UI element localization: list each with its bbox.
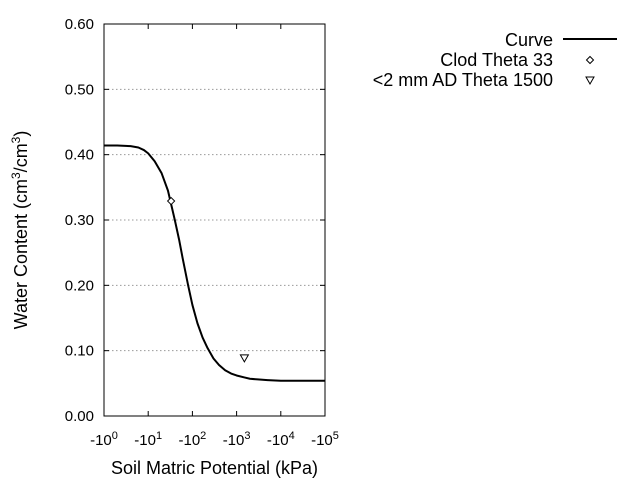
y-axis: 0.00 0.10 0.20 0.30 0.40 0.50 0.60 <box>65 16 325 425</box>
y-tick-label-5: 0.50 <box>65 81 94 98</box>
legend-marker-triangle-down <box>585 76 595 86</box>
y-axis-title: Water Content (cm3/cm3) <box>9 131 31 330</box>
legend-label-2: <2 mm AD Theta 1500 <box>373 70 553 90</box>
x-tick-label-3: -103 <box>223 430 251 449</box>
y-tick-label-3: 0.30 <box>65 212 94 229</box>
x-axis-title: Soil Matric Potential (kPa) <box>111 458 318 478</box>
y-tick-label-2: 0.20 <box>65 277 94 294</box>
x-tick-label-4: -104 <box>267 430 295 449</box>
y-axis-title-mid: /cm <box>11 143 31 172</box>
x-tick-label-1: -101 <box>134 430 162 449</box>
x-axis: -100 -101 -102 -103 -104 -105 <box>90 24 339 449</box>
y-axis-title-sup2: 3 <box>9 136 23 143</box>
y-tick-label-0: 0.00 <box>65 408 94 425</box>
y-tick-label-4: 0.40 <box>65 147 94 164</box>
y-axis-title-main: Water Content (cm <box>11 179 31 329</box>
x-tick-label-2: -102 <box>178 430 206 449</box>
series-curve-line <box>104 144 325 382</box>
legend-label-1: Clod Theta 33 <box>440 50 553 70</box>
series-layer <box>104 144 325 382</box>
y-axis-title-sup1: 3 <box>9 172 23 179</box>
grid-lines <box>104 88 325 352</box>
y-tick-label-1: 0.10 <box>65 343 94 360</box>
data-point-diamond-0 <box>166 196 176 206</box>
y-tick-label-6: 0.60 <box>65 16 94 33</box>
legend-label-0: Curve <box>505 30 553 50</box>
legend-marker-diamond <box>585 55 595 65</box>
x-tick-label-0: -100 <box>90 430 118 449</box>
y-axis-title-end: ) <box>11 131 31 137</box>
x-tick-label-5: -105 <box>311 430 339 449</box>
data-point-triangle-down-0 <box>239 354 250 363</box>
